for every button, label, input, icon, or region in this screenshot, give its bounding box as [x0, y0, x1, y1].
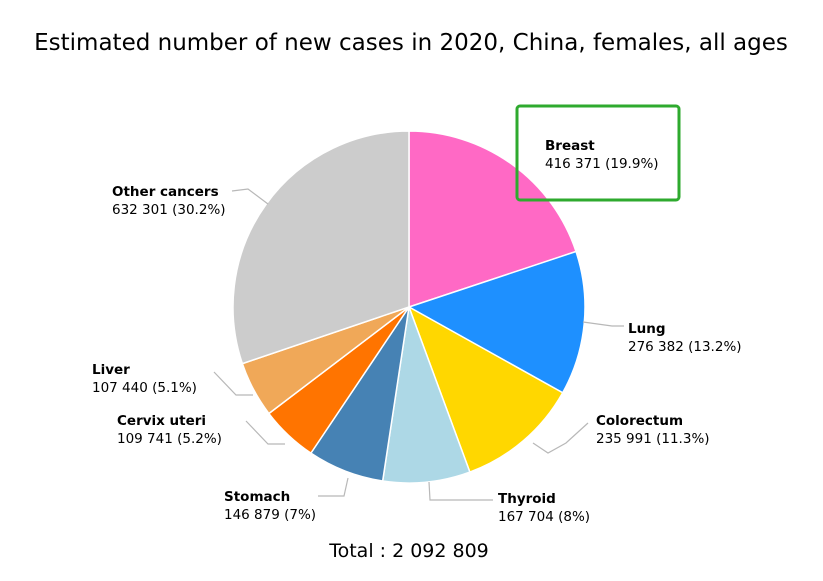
leader-line: [318, 477, 349, 497]
slice-label-value: 235 991 (11.3%): [596, 431, 710, 447]
slice-label-value: 107 440 (5.1%): [92, 380, 197, 396]
slice-label-name: Cervix uteri: [117, 413, 206, 429]
slice-label-value: 276 382 (13.2%): [628, 339, 742, 355]
slice-label-name: Stomach: [224, 489, 290, 505]
slice-labels: Breast 416 371 (19.9%) Lung 276 382 (13.2%)…: [92, 138, 742, 525]
pie-slices: [232, 130, 586, 484]
pie-slice-breast[interactable]: [408, 130, 577, 309]
slice-label-value: 146 879 (7%): [224, 507, 316, 523]
slice-label-name: Colorectum: [596, 413, 683, 429]
highlight-box: [515, 104, 681, 202]
slice-label-value: 632 301 (30.2%): [112, 202, 226, 218]
label-leader-lines: [213, 188, 624, 501]
leader-line: [231, 188, 269, 205]
pie-slice-colorectum[interactable]: [407, 305, 564, 474]
slice-label-name: Breast: [545, 138, 595, 154]
total-label: Total : 2 092 809: [328, 540, 489, 562]
slice-label-value: 416 371 (19.9%): [545, 156, 659, 172]
leader-line: [245, 420, 285, 445]
leader-line: [428, 481, 493, 501]
chart-title: Estimated number of new cases in 2020, C…: [34, 30, 788, 56]
pie-slice-other-cancers[interactable]: [232, 130, 410, 365]
slice-label-name: Lung: [628, 321, 666, 337]
slice-label-value: 167 704 (8%): [498, 509, 590, 525]
pie-slice-thyroid[interactable]: [381, 306, 471, 484]
leader-line: [213, 371, 253, 396]
slice-label-value: 109 741 (5.2%): [117, 431, 222, 447]
slice-label-name: Liver: [92, 362, 130, 378]
leader-line: [582, 321, 624, 327]
slice-label-name: Thyroid: [498, 491, 556, 507]
slice-label-name: Other cancers: [112, 184, 219, 200]
leader-line: [532, 422, 589, 454]
pie-slice-lung[interactable]: [407, 250, 586, 394]
